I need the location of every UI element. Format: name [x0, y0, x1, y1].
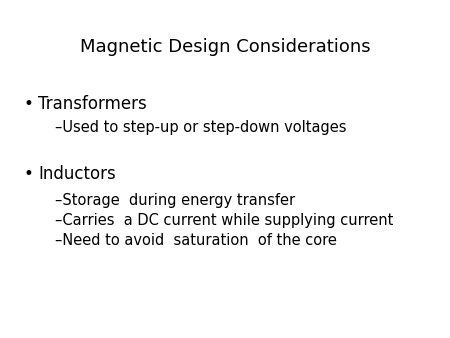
Text: Magnetic Design Considerations: Magnetic Design Considerations: [80, 38, 370, 56]
Text: •: •: [24, 95, 34, 113]
Text: –Storage  during energy transfer: –Storage during energy transfer: [55, 193, 295, 208]
Text: Transformers: Transformers: [38, 95, 147, 113]
Text: –Used to step-up or step-down voltages: –Used to step-up or step-down voltages: [55, 120, 346, 135]
Text: Inductors: Inductors: [38, 165, 116, 183]
Text: •: •: [24, 165, 34, 183]
Text: –Carries  a DC current while supplying current: –Carries a DC current while supplying cu…: [55, 213, 393, 228]
Text: –Need to avoid  saturation  of the core: –Need to avoid saturation of the core: [55, 233, 337, 248]
